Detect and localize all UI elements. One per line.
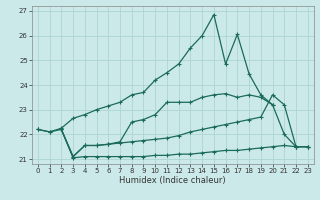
X-axis label: Humidex (Indice chaleur): Humidex (Indice chaleur) <box>119 176 226 185</box>
